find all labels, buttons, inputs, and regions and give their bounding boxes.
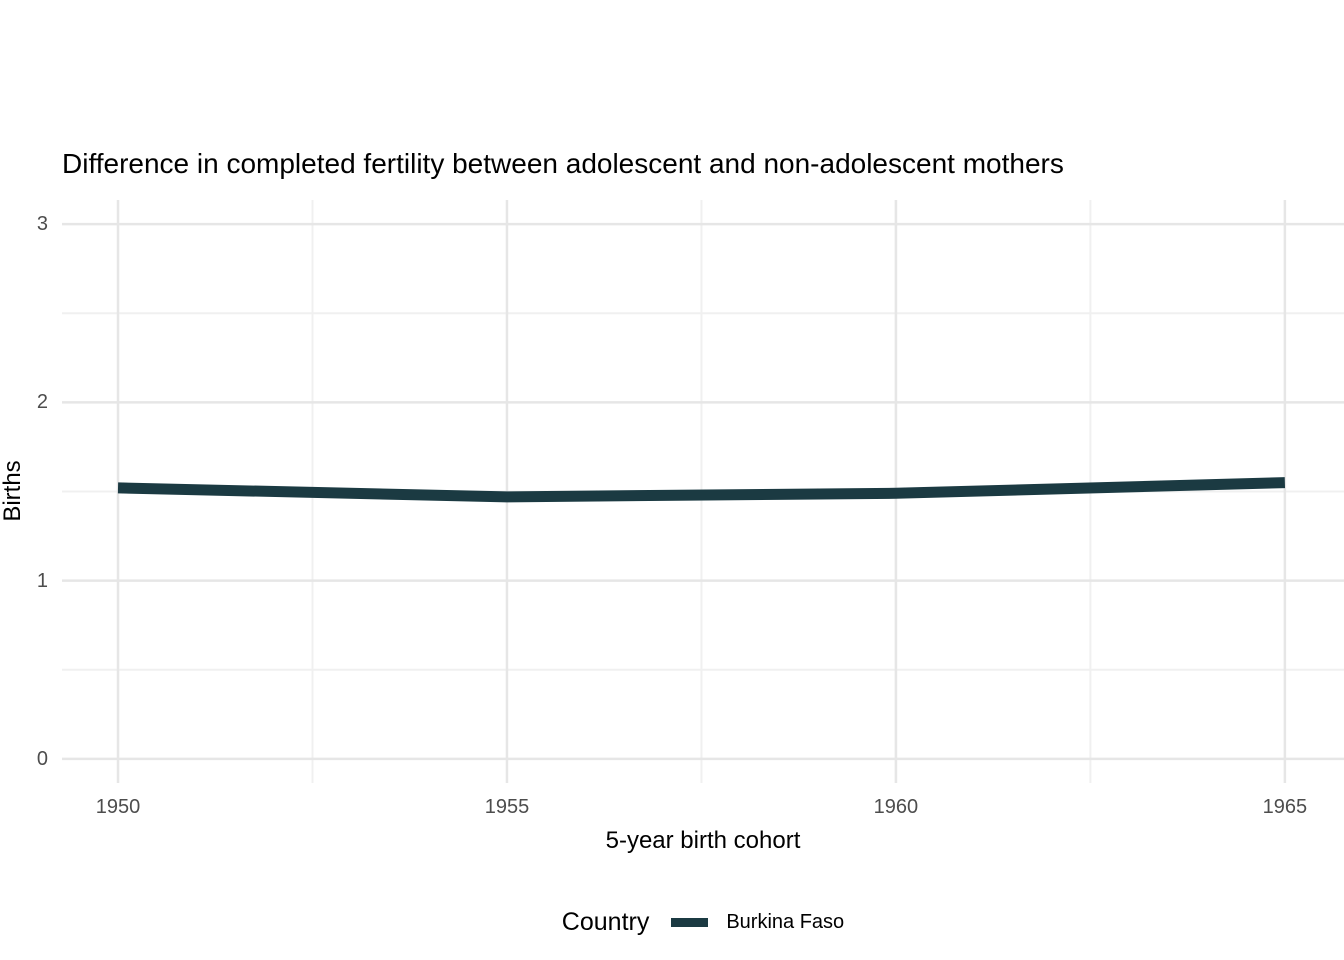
data-line-burkina-faso	[117, 477, 1286, 503]
legend-title: Country	[561, 907, 650, 936]
y-tick-label: 2	[36, 391, 48, 414]
x-tick-label: 1955	[484, 796, 530, 818]
plot-svg	[62, 200, 1344, 783]
x-tick-label: 1960	[873, 796, 919, 818]
legend: Country Burkina Faso	[62, 903, 1344, 941]
y-tick-label: 1	[36, 569, 48, 592]
plot-area	[62, 200, 1344, 783]
x-tick-label: 1950	[95, 796, 141, 818]
y-tick-label: 0	[36, 747, 48, 770]
legend-entry-label: Burkina Faso	[726, 910, 845, 933]
y-tick-label: 3	[36, 213, 48, 236]
x-tick-label: 1965	[1262, 796, 1308, 818]
x-axis-title: 5-year birth cohort	[605, 827, 801, 854]
y-axis-title: Births	[0, 460, 26, 522]
chart-title: Difference in completed fertility betwee…	[62, 148, 1064, 179]
legend-line-swatch	[671, 917, 709, 927]
